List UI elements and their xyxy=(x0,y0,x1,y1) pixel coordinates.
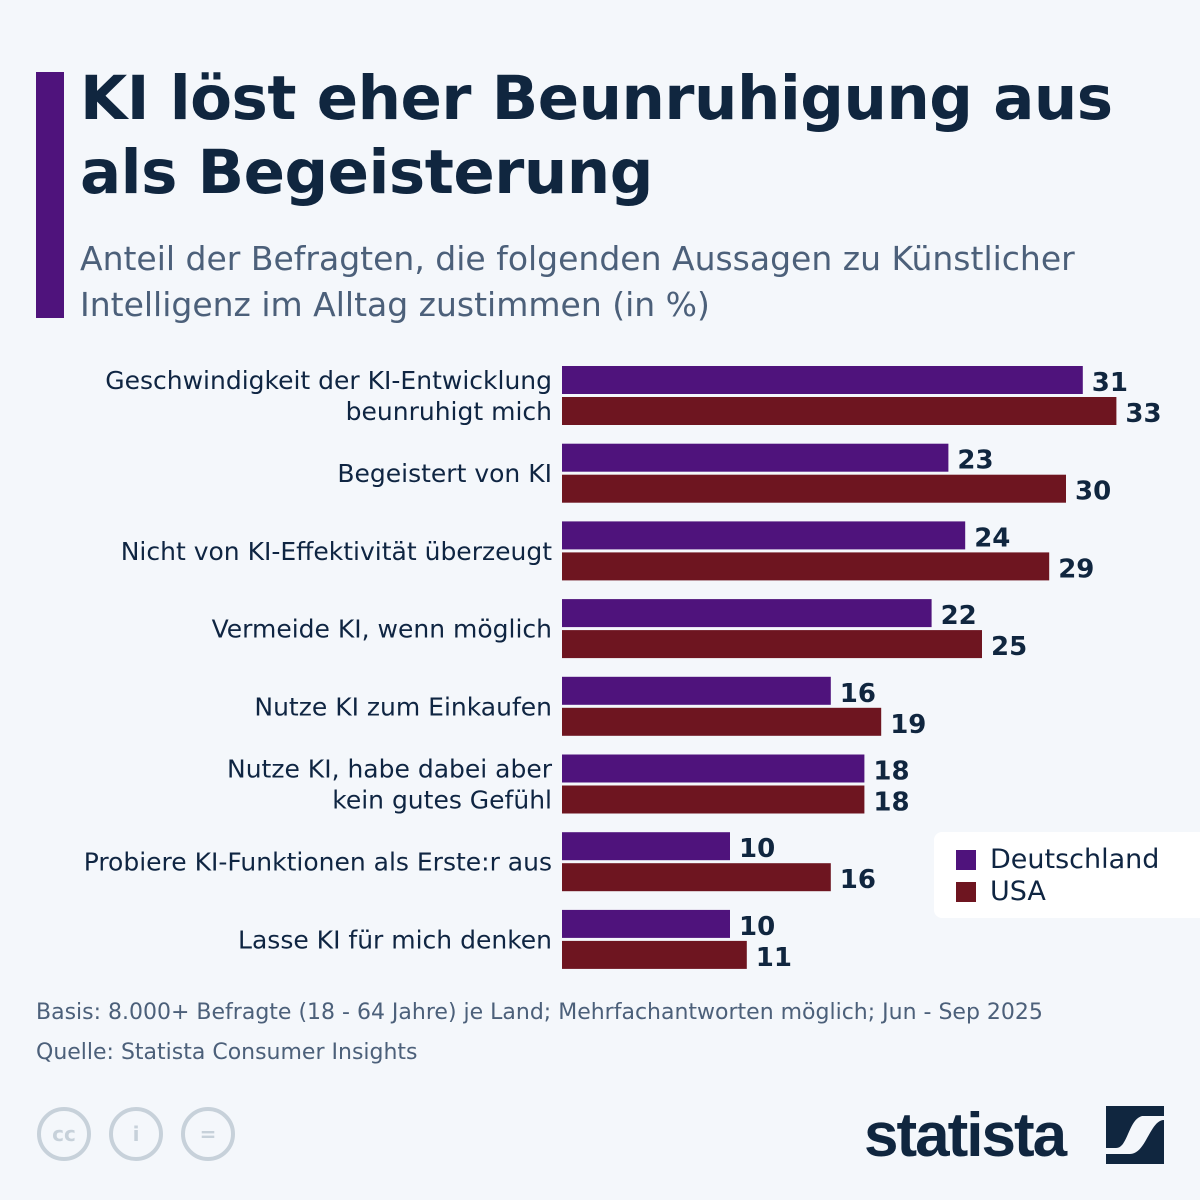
bar-deutschland xyxy=(562,754,865,783)
data-label: 30 xyxy=(1075,477,1111,507)
bar-usa xyxy=(562,940,747,969)
bar-usa xyxy=(562,397,1117,425)
data-label: 25 xyxy=(991,632,1027,662)
data-label: 10 xyxy=(739,912,775,942)
legend-swatch xyxy=(956,881,976,902)
data-label: 11 xyxy=(756,943,792,973)
statista-logo-icon xyxy=(1106,1106,1164,1164)
logo-text: statista xyxy=(864,1101,1067,1170)
category-label: Begeistert von KI xyxy=(337,459,552,488)
bar-usa xyxy=(562,552,1050,581)
category-label: Geschwindigkeit der KI-Entwicklung xyxy=(105,366,552,395)
bar-usa xyxy=(562,785,865,814)
data-label: 31 xyxy=(1092,368,1128,398)
source-note: Quelle: Statista Consumer Insights xyxy=(36,1040,418,1065)
category-label: Nicht von KI-Effektivität überzeugt xyxy=(121,537,552,566)
attribution-icon[interactable]: i xyxy=(109,1107,163,1161)
accent-bar xyxy=(36,72,64,318)
bar-deutschland xyxy=(562,443,949,472)
chart-title: KI löst eher Beunruhigung aus als Begeis… xyxy=(80,63,1113,208)
legend-item-deutschland: Deutschland xyxy=(956,844,1159,875)
bar-deutschland xyxy=(562,676,831,705)
data-label: 10 xyxy=(739,834,775,864)
data-label: 16 xyxy=(840,679,876,709)
bar-usa xyxy=(562,863,831,892)
category-label: kein gutes Gefühl xyxy=(332,786,552,815)
data-label: 29 xyxy=(1058,554,1094,584)
legend-swatch xyxy=(956,849,976,870)
category-label: Nutze KI, habe dabei aber xyxy=(227,755,553,784)
bar-deutschland xyxy=(562,366,1083,394)
category-label: Nutze KI zum Einkaufen xyxy=(254,692,552,721)
basis-note: Basis: 8.000+ Befragte (18 - 64 Jahre) j… xyxy=(36,1000,1043,1025)
legend-label: USA xyxy=(990,876,1046,907)
legend: Deutschland USA xyxy=(934,832,1200,918)
bar-usa xyxy=(562,630,982,659)
chart-subtitle: Anteil der Befragten, die folgenden Auss… xyxy=(80,239,1075,324)
cc-icon[interactable]: cc xyxy=(37,1107,91,1161)
bar-deutschland xyxy=(562,909,730,938)
legend-item-usa: USA xyxy=(956,876,1046,907)
category-label: beunruhigt mich xyxy=(346,397,552,426)
category-label: Vermeide KI, wenn möglich xyxy=(212,615,552,644)
bar-chart: Geschwindigkeit der KI-Entwicklungbeunru… xyxy=(84,366,1162,973)
data-label: 24 xyxy=(974,523,1010,553)
bar-deutschland xyxy=(562,599,932,628)
bar-deutschland xyxy=(562,521,966,550)
data-label: 23 xyxy=(957,446,993,476)
category-label: Lasse KI für mich denken xyxy=(238,925,552,954)
statista-logo[interactable]: statista xyxy=(864,1100,1164,1171)
data-label: 18 xyxy=(873,757,909,787)
bar-deutschland xyxy=(562,832,730,861)
data-label: 19 xyxy=(890,710,926,740)
bar-usa xyxy=(562,474,1066,503)
legend-label: Deutschland xyxy=(990,844,1160,875)
bar-usa xyxy=(562,707,882,736)
data-label: 18 xyxy=(873,788,909,818)
category-label: Probiere KI-Funktionen als Erste:r aus xyxy=(84,848,552,877)
data-label: 22 xyxy=(941,601,977,631)
no-derivatives-icon[interactable]: = xyxy=(181,1107,235,1161)
data-label: 33 xyxy=(1125,399,1161,429)
data-label: 16 xyxy=(840,865,876,895)
